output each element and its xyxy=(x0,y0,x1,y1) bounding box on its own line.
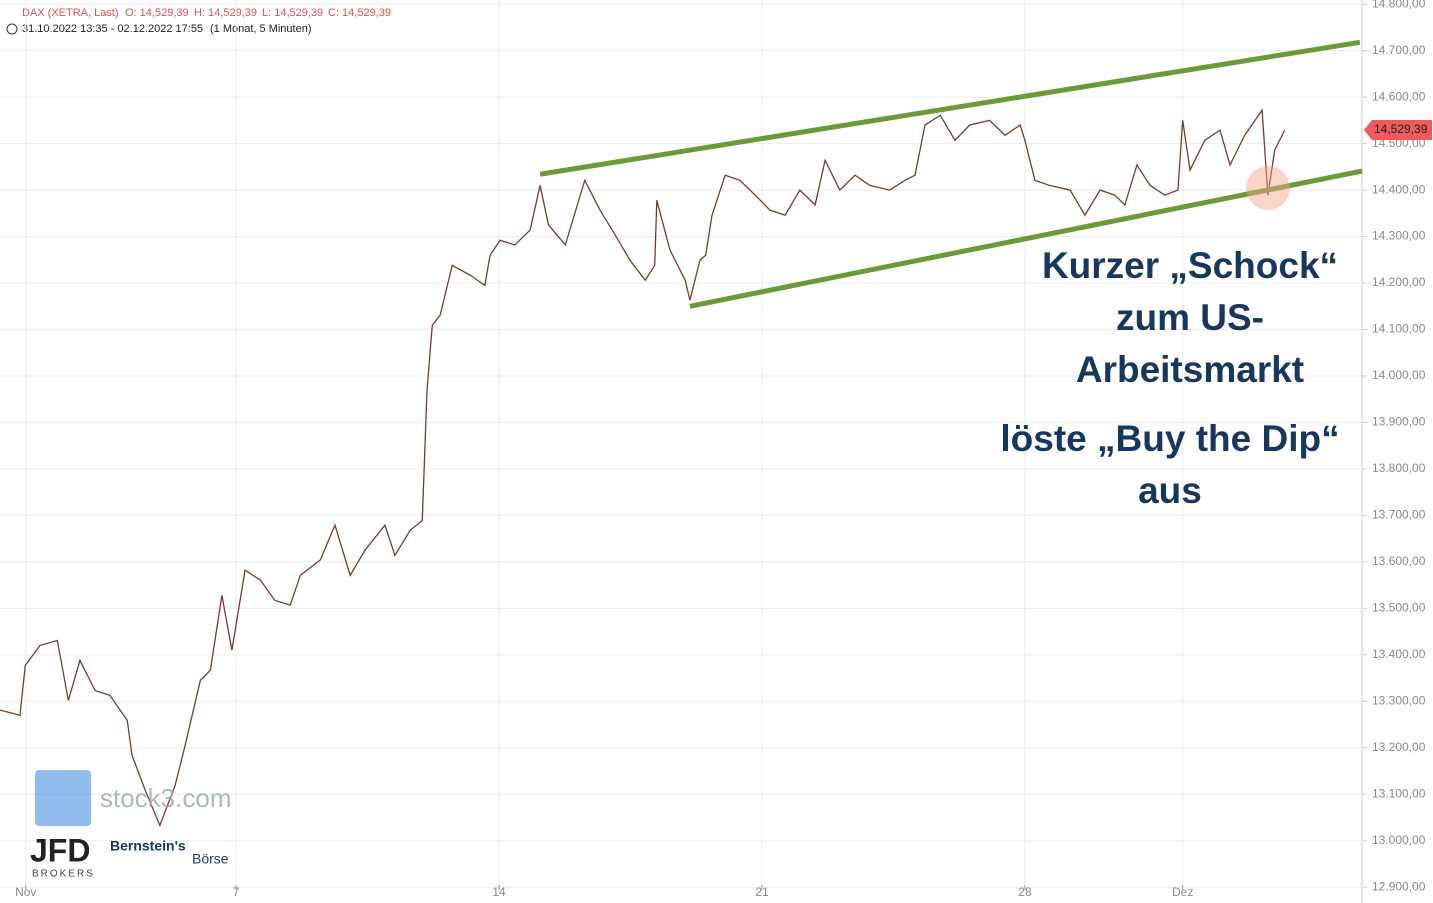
header-low: L: 14,529,39 xyxy=(262,7,323,19)
x-tick-label: Nov xyxy=(15,885,36,899)
y-tick-label: 14.200,00 xyxy=(1372,275,1426,289)
last-price-label: 14,529,39 xyxy=(1374,122,1428,136)
y-tick-label: 13.700,00 xyxy=(1372,508,1426,522)
trendline xyxy=(689,168,1363,309)
y-tick-label: 14.100,00 xyxy=(1372,322,1426,336)
header-close: C: 14,529,39 xyxy=(328,7,391,19)
clock-icon xyxy=(6,23,18,35)
y-tick-label: 14.800,00 xyxy=(1372,0,1426,10)
y-tick-label: 13.300,00 xyxy=(1372,693,1426,707)
annotation: zum US- xyxy=(1116,297,1264,338)
y-tick-label: 13.000,00 xyxy=(1372,833,1426,847)
y-tick-label: 14.000,00 xyxy=(1372,368,1426,382)
header-high: H: 14,529,39 xyxy=(194,7,257,19)
bernstein-logo: Bernstein's xyxy=(110,838,186,854)
price-line xyxy=(0,108,1286,828)
annotation: Kurzer „Schock“ xyxy=(1042,245,1338,286)
y-tick-label: 12.900,00 xyxy=(1372,879,1426,893)
x-tick-label: 14 xyxy=(492,885,506,899)
header-instrument: DAX (XETRA, Last) xyxy=(22,7,119,19)
annotation: aus xyxy=(1138,470,1202,511)
jfd-sub: BROKERS xyxy=(32,869,95,880)
y-tick-label: 13.100,00 xyxy=(1372,786,1426,800)
x-tick-label: 7 xyxy=(233,885,240,899)
annotation: Arbeitsmarkt xyxy=(1076,349,1304,390)
header-interval: (1 Monat, 5 Minuten) xyxy=(210,23,312,35)
y-tick-label: 14.400,00 xyxy=(1372,182,1426,196)
x-tick-label: 21 xyxy=(755,885,769,899)
trendline xyxy=(539,39,1361,177)
stock3-text: stock3.com xyxy=(100,783,232,813)
annotation: löste „Buy the Dip“ xyxy=(1000,418,1339,459)
y-tick-label: 14.700,00 xyxy=(1372,43,1426,57)
y-tick-label: 13.800,00 xyxy=(1372,461,1426,475)
header-period: 31.10.2022 13:35 - 02.12.2022 17:55 xyxy=(22,23,203,35)
y-tick-label: 13.600,00 xyxy=(1372,554,1426,568)
boerse-logo: Börse xyxy=(192,851,229,867)
y-tick-label: 13.400,00 xyxy=(1372,647,1426,661)
x-tick-label: Dez xyxy=(1172,885,1193,899)
highlight xyxy=(1246,166,1290,210)
stock3-logo xyxy=(35,770,91,826)
y-tick-label: 14.600,00 xyxy=(1372,89,1426,103)
last-price-badge xyxy=(1364,119,1432,140)
y-tick-label: 13.500,00 xyxy=(1372,601,1426,615)
y-tick-label: 14.300,00 xyxy=(1372,229,1426,243)
jfd-logo: JFD xyxy=(30,832,90,868)
y-tick-label: 13.900,00 xyxy=(1372,415,1426,429)
x-tick-label: 28 xyxy=(1018,885,1032,899)
header-open: O: 14,529,39 xyxy=(125,7,189,19)
y-tick-label: 13.200,00 xyxy=(1372,740,1426,754)
